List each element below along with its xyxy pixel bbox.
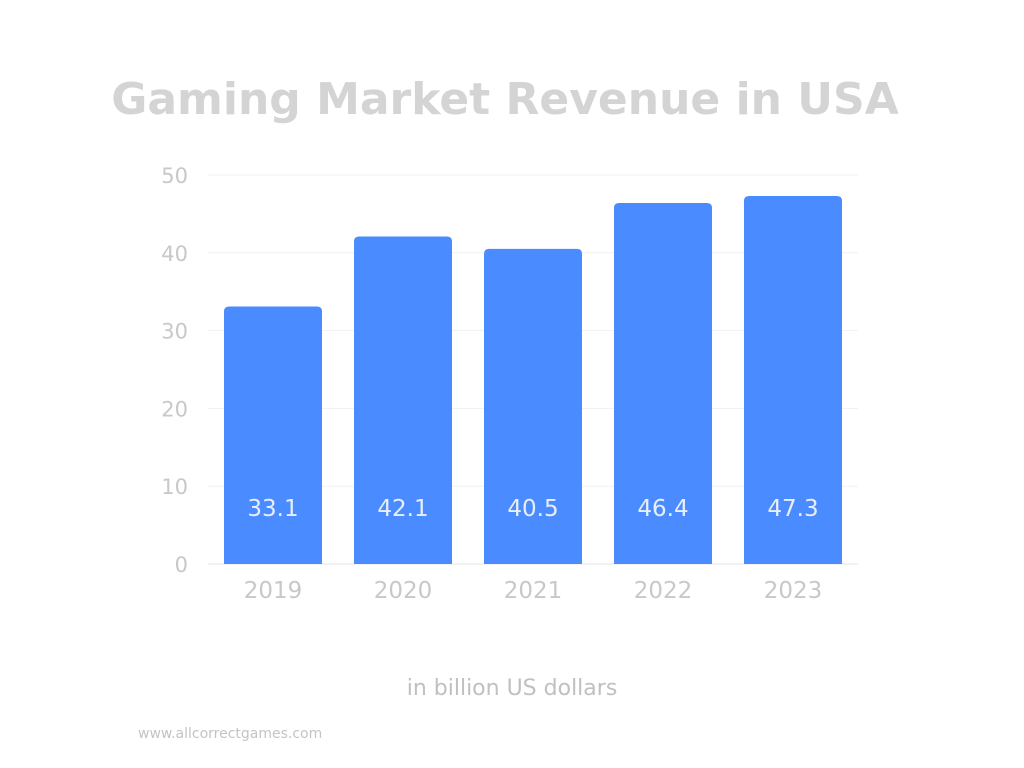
y-tick-label: 30 [161, 320, 188, 344]
x-axis: 2019 2020 2021 2022 2023 [244, 578, 823, 604]
unit-label: in billion US dollars [406, 676, 618, 701]
y-tick-label: 20 [161, 397, 188, 421]
y-tick-label: 40 [161, 242, 188, 266]
bar-2020 [354, 236, 452, 564]
chart-title: Gaming Market Revenue in USA [111, 74, 899, 125]
source-credit: www.allcorrectgames.com [138, 726, 323, 742]
bar-2022 [614, 203, 712, 564]
data-label-2023: 47.3 [767, 496, 818, 522]
x-tick-label-2020: 2020 [374, 578, 433, 604]
data-label-2019: 33.1 [247, 496, 298, 522]
y-tick-label: 10 [161, 475, 188, 499]
x-tick-label-2023: 2023 [764, 578, 823, 604]
x-tick-label-2022: 2022 [634, 578, 693, 604]
x-tick-label-2019: 2019 [244, 578, 303, 604]
data-label-2022: 46.4 [637, 496, 688, 522]
bars: 33.1 42.1 40.5 46.4 47.3 [224, 196, 842, 565]
bar-2023 [744, 196, 842, 565]
bar-2019 [224, 306, 322, 564]
data-label-2020: 42.1 [377, 496, 428, 522]
x-tick-label-2021: 2021 [504, 578, 563, 604]
y-axis: 0 10 20 30 40 50 [161, 164, 188, 577]
data-label-2021: 40.5 [507, 496, 558, 522]
y-tick-label: 50 [161, 164, 188, 188]
bar-2021 [484, 248, 582, 564]
y-tick-label: 0 [175, 553, 188, 577]
